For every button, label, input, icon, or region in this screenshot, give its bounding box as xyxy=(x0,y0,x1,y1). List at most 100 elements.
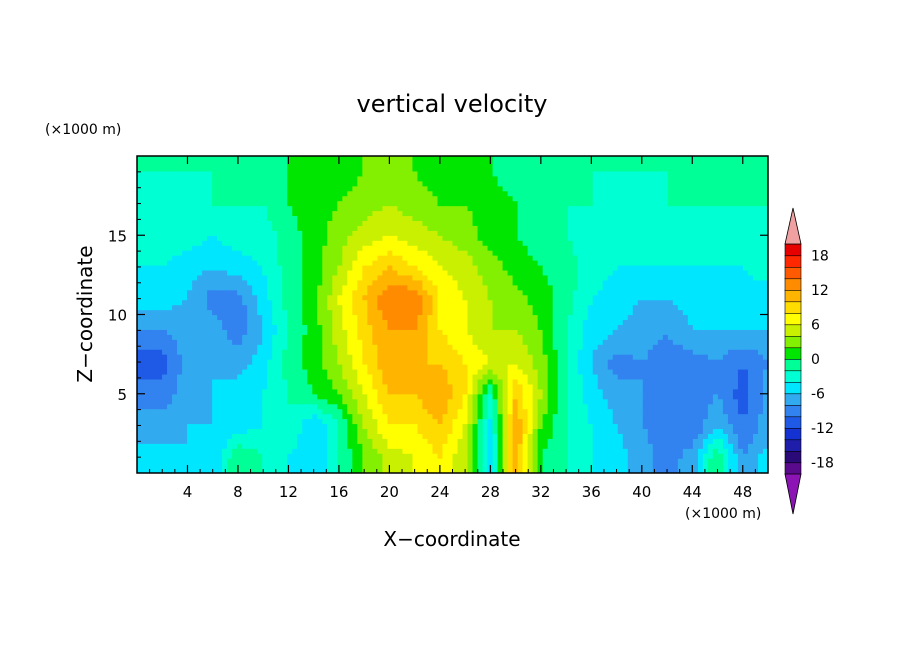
contour-cell xyxy=(137,304,143,311)
contour-cell xyxy=(477,314,484,321)
contour-cell xyxy=(752,438,759,444)
contour-cell xyxy=(217,463,223,469)
contour-cell xyxy=(707,329,714,335)
contour-cell xyxy=(242,418,248,425)
contour-cell xyxy=(512,388,519,395)
contour-cell xyxy=(367,364,373,370)
contour-cell xyxy=(357,339,363,345)
contour-cell xyxy=(297,388,303,395)
contour-cell xyxy=(232,284,238,291)
contour-cell xyxy=(707,438,714,444)
contour-cell xyxy=(247,344,253,350)
contour-cell xyxy=(242,319,248,325)
contour-cell xyxy=(412,274,419,281)
contour-cell xyxy=(677,418,684,425)
contour-cell xyxy=(682,373,689,380)
contour-cell xyxy=(597,339,604,345)
contour-cell xyxy=(542,398,549,405)
contour-cell xyxy=(342,289,348,296)
contour-cell xyxy=(682,448,689,454)
contour-cell xyxy=(707,299,714,306)
contour-cell xyxy=(537,388,544,395)
contour-cell xyxy=(407,423,414,430)
contour-cell xyxy=(612,458,619,464)
contour-cell xyxy=(502,279,509,286)
contour-cell xyxy=(527,279,534,286)
contour-cell xyxy=(472,458,479,464)
contour-cell xyxy=(447,284,454,291)
contour-cell xyxy=(247,393,253,400)
contour-cell xyxy=(282,359,288,365)
contour-cell xyxy=(197,364,203,370)
contour-cell xyxy=(657,453,664,459)
contour-cell xyxy=(612,373,619,380)
contour-cell xyxy=(232,418,238,425)
contour-cell xyxy=(687,319,694,325)
contour-cell xyxy=(292,319,298,325)
contour-cell xyxy=(407,284,414,291)
contour-cell xyxy=(402,354,409,360)
contour-cell xyxy=(157,319,163,325)
contour-cell xyxy=(452,334,459,340)
contour-cell xyxy=(397,398,404,405)
contour-cell xyxy=(712,344,719,350)
contour-cell xyxy=(532,324,539,330)
contour-cell xyxy=(467,408,474,415)
contour-cell xyxy=(762,408,768,415)
contour-cell xyxy=(407,289,414,296)
contour-cell xyxy=(442,284,449,291)
contour-cell xyxy=(187,354,193,360)
contour-cell xyxy=(497,438,504,444)
contour-cell xyxy=(362,408,368,415)
contour-cell xyxy=(172,349,178,355)
contour-cell xyxy=(537,289,544,296)
contour-cell xyxy=(577,398,584,405)
contour-cell xyxy=(752,418,759,425)
contour-cell xyxy=(637,438,644,444)
contour-cell xyxy=(237,364,243,370)
contour-cell xyxy=(152,274,158,281)
contour-cell xyxy=(377,368,383,375)
contour-cell xyxy=(662,339,669,345)
contour-cell xyxy=(342,319,348,325)
contour-cell xyxy=(482,453,489,459)
contour-cell xyxy=(737,299,744,306)
contour-cell xyxy=(317,403,323,410)
contour-cell xyxy=(702,304,709,311)
contour-cell xyxy=(682,364,689,370)
contour-cell xyxy=(367,398,373,405)
contour-cell xyxy=(572,294,579,301)
contour-cell xyxy=(147,359,153,365)
contour-cell xyxy=(547,299,554,306)
contour-cell xyxy=(612,408,619,415)
contour-cell xyxy=(712,453,719,459)
contour-cell xyxy=(167,403,173,410)
contour-cell xyxy=(212,359,218,365)
contour-cell xyxy=(627,458,634,464)
contour-cell xyxy=(417,418,424,425)
contour-cell xyxy=(612,334,619,340)
contour-cell xyxy=(747,309,754,316)
contour-cell xyxy=(247,354,253,360)
contour-cell xyxy=(637,284,644,291)
contour-cell xyxy=(692,458,699,464)
contour-cell xyxy=(152,359,158,365)
contour-cell xyxy=(422,458,429,464)
contour-cell xyxy=(682,319,689,325)
contour-cell xyxy=(517,289,524,296)
contour-cell xyxy=(652,304,659,311)
contour-cell xyxy=(727,314,734,321)
contour-cell xyxy=(742,359,749,365)
contour-cell xyxy=(342,359,348,365)
contour-cell xyxy=(682,383,689,390)
contour-cell xyxy=(587,438,594,444)
contour-cell xyxy=(297,294,303,301)
contour-cell xyxy=(377,364,383,370)
contour-cell xyxy=(512,344,519,350)
contour-cell xyxy=(727,319,734,325)
contour-cell xyxy=(322,304,328,311)
contour-cell xyxy=(452,324,459,330)
contour-cell xyxy=(632,324,639,330)
contour-cell xyxy=(522,344,529,350)
contour-cell xyxy=(757,438,764,444)
